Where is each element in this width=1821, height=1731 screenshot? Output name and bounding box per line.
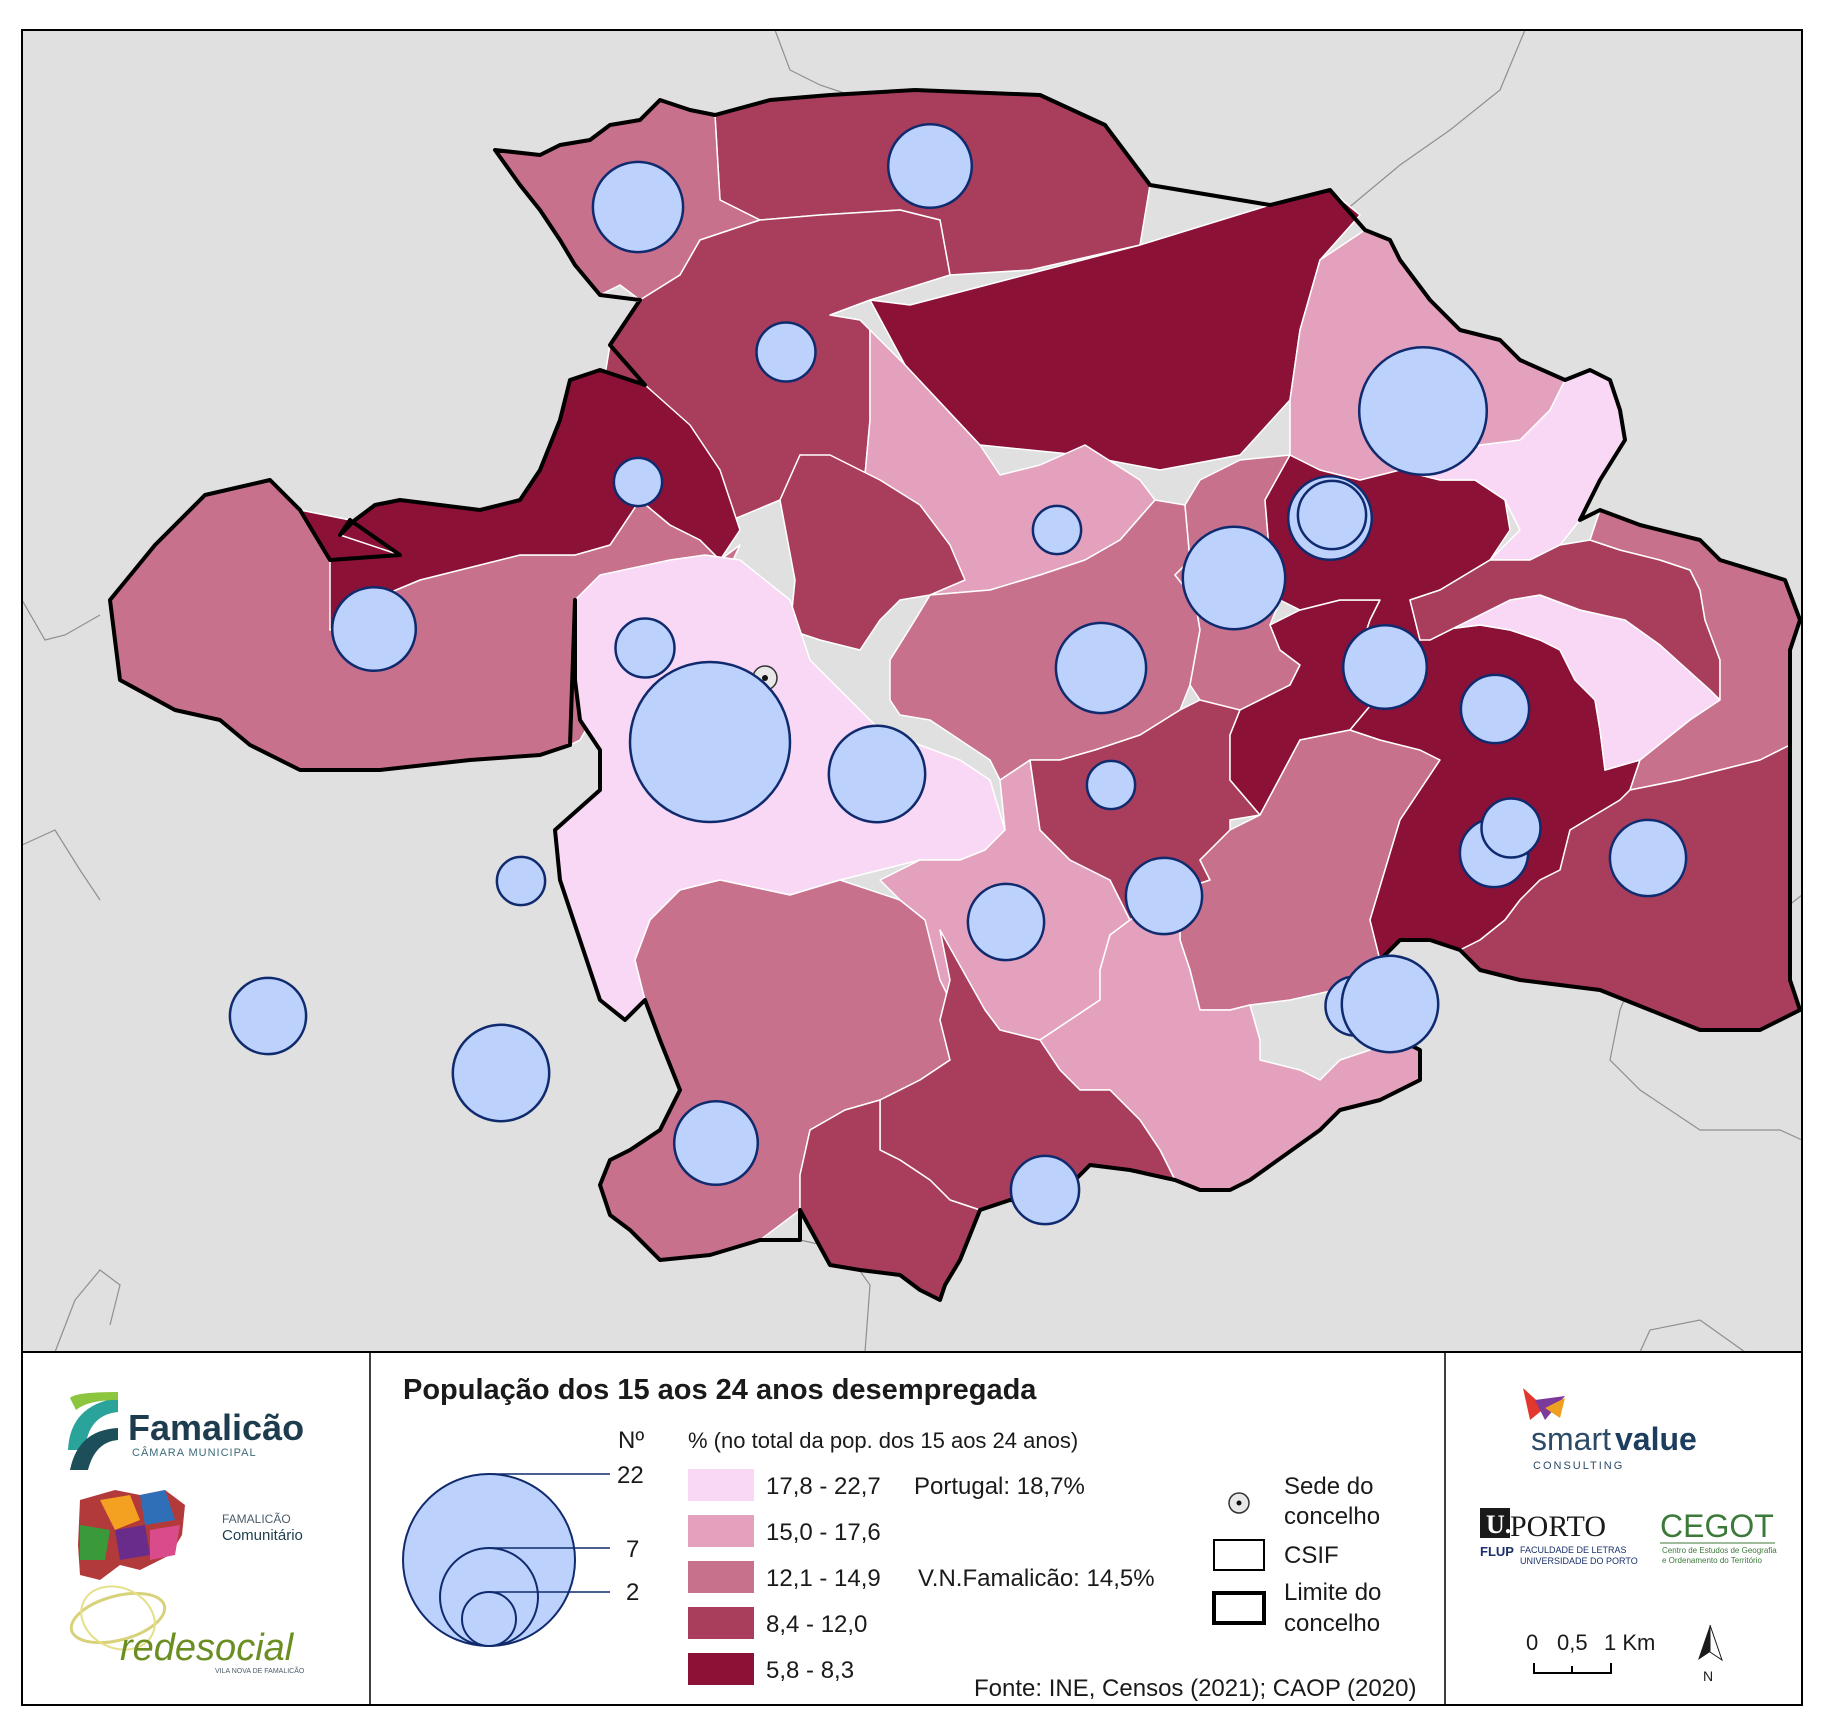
choropleth-class-legend: 17,8 - 22,7 15,0 - 17,6 12,1 - 14,9 8,4 … [688,1469,881,1685]
class-label-5: 5,8 - 8,3 [766,1657,854,1684]
logo-uporto: U. PORTO FLUP FACULDADE DE LETRAS UNIVER… [1480,1508,1638,1566]
logo-cegot: CEGOT Centro de Estudos de Geografia e O… [1660,1508,1777,1565]
unemployed-count-bubble [1031,504,1083,556]
redesocial-wordmark: redesocial [120,1627,295,1669]
flup-label: FLUP [1480,1544,1514,1559]
source-note: Fonte: INE, Censos (2021); CAOP (2020) [974,1675,1416,1702]
class-label-3: 12,1 - 14,9 [766,1565,881,1592]
portugal-reference: Portugal: 18,7% [914,1473,1085,1500]
seat-dot-icon [1228,1492,1250,1514]
legend-title: População dos 15 aos 24 anos desempregad… [403,1374,1037,1406]
unemployed-count-bubble [1340,954,1440,1054]
csif-box-icon [1213,1539,1265,1571]
legend-count-2: 2 [626,1579,639,1606]
unemployed-count-bubble [330,585,418,673]
scale-label-1km: 1 Km [1604,1630,1655,1655]
unemployed-count-bubble [672,1099,760,1187]
comunitario-small-label: FAMALICÃO [222,1512,291,1526]
unemployed-count-bubble [451,1023,551,1123]
unemployed-count-bubble [495,855,547,907]
municipality-reference: V.N.Famalicão: 14,5% [918,1565,1155,1592]
unemployed-count-bubble [1341,623,1429,711]
boundary-label-line1: Limite do [1284,1579,1381,1606]
redesocial-subtitle: VILA NOVA DE FAMALICÃO [215,1666,305,1675]
class-swatch-5 [688,1653,754,1685]
famalicao-wordmark: Famalicão [128,1407,304,1448]
famalicao-subtitle: CÂMARA MUNICIPAL [132,1446,257,1459]
class-swatch-2 [688,1515,754,1547]
logo-redesocial: redesocial VILA NOVA DE FAMALICÃO [69,1585,305,1675]
uporto-wordmark: PORTO [1510,1510,1606,1543]
unemployed-count-bubble [1009,1154,1081,1226]
scale-bar: 0 0,5 1 Km [1526,1630,1655,1674]
flup-line1: FACULDADE DE LETRAS [1520,1545,1627,1555]
boundary-box-icon [1212,1591,1266,1625]
scale-label-05: 0,5 [1557,1630,1588,1655]
logo-famalicao: Famalicão CÂMARA MUNICIPAL [68,1392,304,1470]
legend-circle-2 [461,1591,517,1647]
legend-count-22: 22 [617,1462,644,1489]
csif-label: CSIF [1284,1542,1339,1569]
class-swatch-3 [688,1561,754,1593]
unemployed-count-bubble [755,321,817,383]
class-swatch-4 [688,1607,754,1639]
logo-famalicao-comunitario: FAMALICÃO Comunitário [78,1490,303,1580]
unemployed-count-bubble [628,660,792,824]
class-swatch-1 [688,1469,754,1501]
proportional-circle-legend: 22 7 2 [402,1462,644,1647]
count-heading: Nº [618,1427,644,1454]
proportional-circles [228,122,1688,1226]
unemployed-count-bubble [591,160,685,254]
unemployed-count-bubble [228,976,308,1056]
unemployed-count-bubble [1480,797,1542,859]
svg-text:U.: U. [1486,1510,1511,1539]
smartvalue-wordmark-a: smart [1531,1421,1611,1457]
comunitario-label: Comunitário [222,1527,303,1544]
unemployed-count-bubble [827,724,927,824]
class-label-2: 15,0 - 17,6 [766,1519,881,1546]
cegot-wordmark: CEGOT [1660,1508,1774,1544]
unemployed-count-bubble [1608,818,1688,898]
class-label-1: 17,8 - 22,7 [766,1473,881,1500]
unemployed-count-bubble [1181,525,1287,631]
unemployed-count-bubble [1085,759,1137,811]
legend-count-7: 7 [626,1536,639,1563]
class-label-4: 8,4 - 12,0 [766,1611,867,1638]
cegot-line1: Centro de Estudos de Geografia [1662,1546,1777,1555]
north-arrow-icon: N [1698,1624,1723,1684]
unemployed-count-bubble [1296,479,1368,551]
smartvalue-subtitle: CONSULTING [1533,1460,1624,1472]
flup-line2: UNIVERSIDADE DO PORTO [1520,1556,1638,1566]
unemployed-count-bubble [1357,345,1489,477]
cegot-line2: e Ordenamento do Território [1662,1556,1762,1565]
unemployed-count-bubble [886,122,974,210]
north-label: N [1703,1668,1713,1684]
unemployed-count-bubble [1054,621,1148,715]
unemployed-count-bubble [612,456,664,508]
seat-label-line1: Sede do [1284,1473,1373,1500]
unemployed-count-bubble [966,882,1046,962]
percent-heading: % (no total da pop. dos 15 aos 24 anos) [688,1428,1078,1453]
map-panel [21,29,1803,1353]
seat-label-line2: concelho [1284,1503,1380,1530]
parish-regions [109,89,1801,1301]
scale-label-0: 0 [1526,1630,1538,1655]
logo-smartvalue: smart value CONSULTING [1523,1388,1697,1472]
unemployed-count-bubble [614,617,676,679]
boundary-label-line2: concelho [1284,1610,1380,1637]
smartvalue-wordmark-b: value [1615,1421,1697,1457]
unemployed-count-bubble [1459,673,1531,745]
region [779,454,966,651]
unemployed-count-bubble [1124,856,1204,936]
